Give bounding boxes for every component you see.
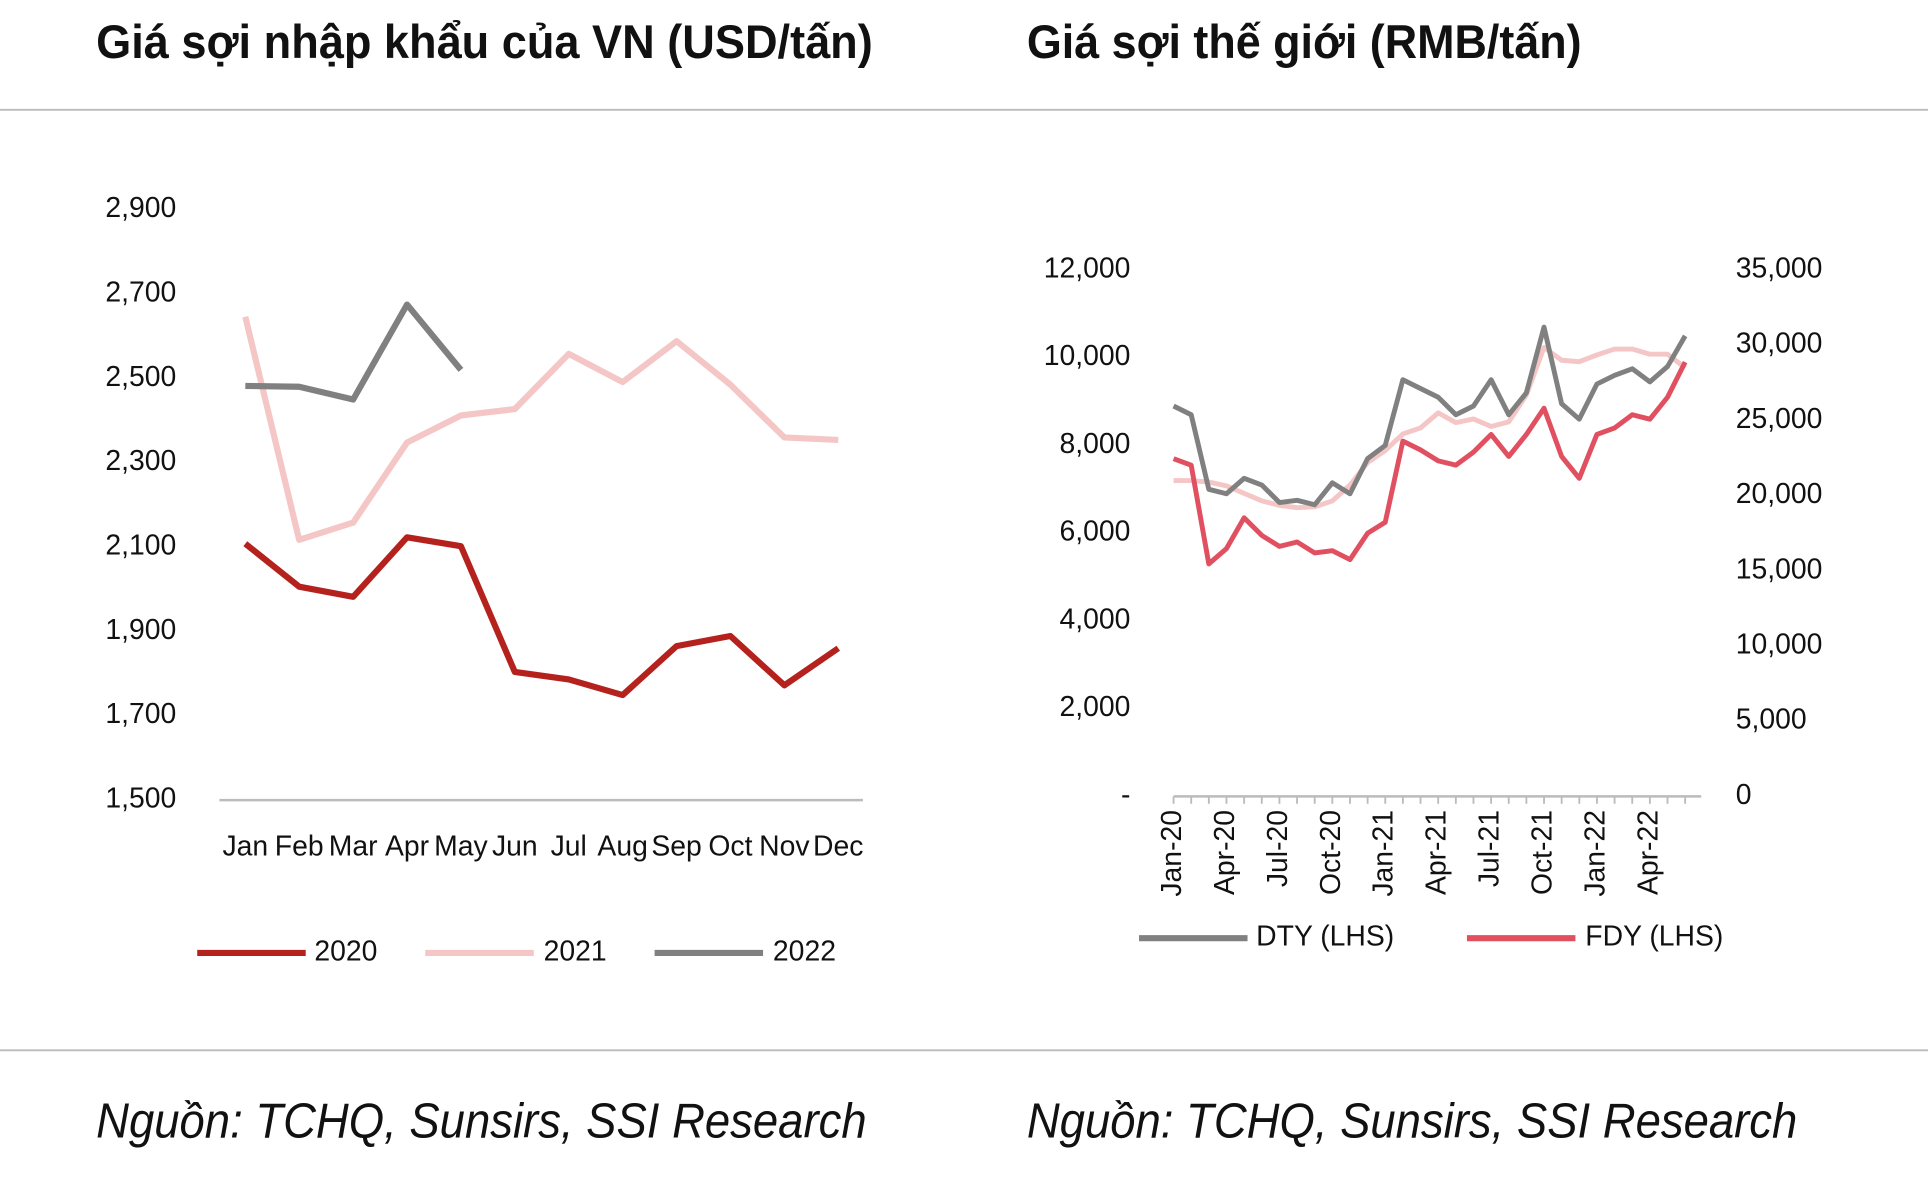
source: Nguồn: TCHQ, Sunsirs, SSI Research xyxy=(1027,1093,1797,1148)
chart-title: Giá sợi thế giới (RMB/tấn) xyxy=(1027,16,1582,68)
x-tick-label: Jul xyxy=(551,831,587,863)
x-tick-label: Oct xyxy=(708,831,752,863)
y2-tick-label: 5,000 xyxy=(1736,704,1807,736)
x-tick-label: Nov xyxy=(759,831,810,863)
x-tick-label: Dec xyxy=(813,831,863,863)
y2-tick-label: 25,000 xyxy=(1736,403,1823,435)
x-tick-label: Jan-20 xyxy=(1156,810,1188,897)
x-tick-label: Jan-22 xyxy=(1579,810,1611,897)
y2-tick-label: 15,000 xyxy=(1736,553,1823,585)
x-tick-label: Apr-20 xyxy=(1209,810,1241,895)
y-tick-label: 4,000 xyxy=(1059,603,1130,635)
y-tick-label: 2,100 xyxy=(105,530,176,562)
legend-label: FDY (LHS) xyxy=(1585,921,1723,953)
series-line xyxy=(242,316,839,543)
series-line xyxy=(1172,324,1688,508)
y2-tick-label: 0 xyxy=(1736,779,1752,811)
y-tick-label: 1,900 xyxy=(105,614,176,646)
x-tick-label: Jul-21 xyxy=(1474,810,1506,887)
y-tick-label: 10,000 xyxy=(1044,340,1131,372)
y-tick-label: 2,700 xyxy=(105,276,176,308)
x-tick-label: Oct-20 xyxy=(1315,810,1347,895)
x-tick-label: Jan xyxy=(222,831,268,863)
x-tick-label: May xyxy=(434,831,488,863)
series-line xyxy=(245,301,464,403)
x-tick-label: Jul-20 xyxy=(1262,810,1294,887)
x-tick-label: Mar xyxy=(329,831,378,863)
series-line xyxy=(1173,344,1687,511)
y-tick-label: 2,500 xyxy=(105,361,176,393)
y2-tick-label: 35,000 xyxy=(1736,253,1823,285)
x-tick-label: Oct-21 xyxy=(1527,810,1559,895)
legend-label: 2020 xyxy=(314,935,377,967)
chart-title: Giá sợi nhập khẩu của VN (USD/tấn) xyxy=(96,16,873,68)
x-tick-label: Jan-21 xyxy=(1368,810,1400,897)
y2-tick-label: 20,000 xyxy=(1736,478,1823,510)
y2-tick-label: 10,000 xyxy=(1736,628,1823,660)
y-tick-label: 2,300 xyxy=(105,445,176,477)
y-tick-label: - xyxy=(1121,779,1130,811)
x-tick-label: Jun xyxy=(492,831,538,863)
series-line xyxy=(243,534,841,699)
y-tick-label: 8,000 xyxy=(1059,428,1130,460)
y-tick-label: 12,000 xyxy=(1044,253,1131,285)
series-line xyxy=(1172,361,1688,567)
x-tick-label: Apr-22 xyxy=(1632,810,1664,895)
y2-tick-label: 30,000 xyxy=(1736,328,1823,360)
y-tick-label: 2,900 xyxy=(105,192,176,224)
legend-label: 2021 xyxy=(544,935,607,967)
y-tick-label: 1,700 xyxy=(105,698,176,730)
y-tick-label: 2,000 xyxy=(1059,691,1130,723)
x-tick-label: Sep xyxy=(651,831,701,863)
x-tick-label: Apr-21 xyxy=(1421,810,1453,895)
x-tick-label: Apr xyxy=(385,831,429,863)
x-tick-label: Feb xyxy=(275,831,324,863)
legend-label: 2022 xyxy=(773,935,836,967)
source: Nguồn: TCHQ, Sunsirs, SSI Research xyxy=(96,1093,866,1148)
legend-label: DTY (LHS) xyxy=(1256,921,1394,953)
y-tick-label: 1,500 xyxy=(105,783,176,815)
x-tick-label: Aug xyxy=(597,831,647,863)
y-tick-label: 6,000 xyxy=(1059,516,1130,548)
